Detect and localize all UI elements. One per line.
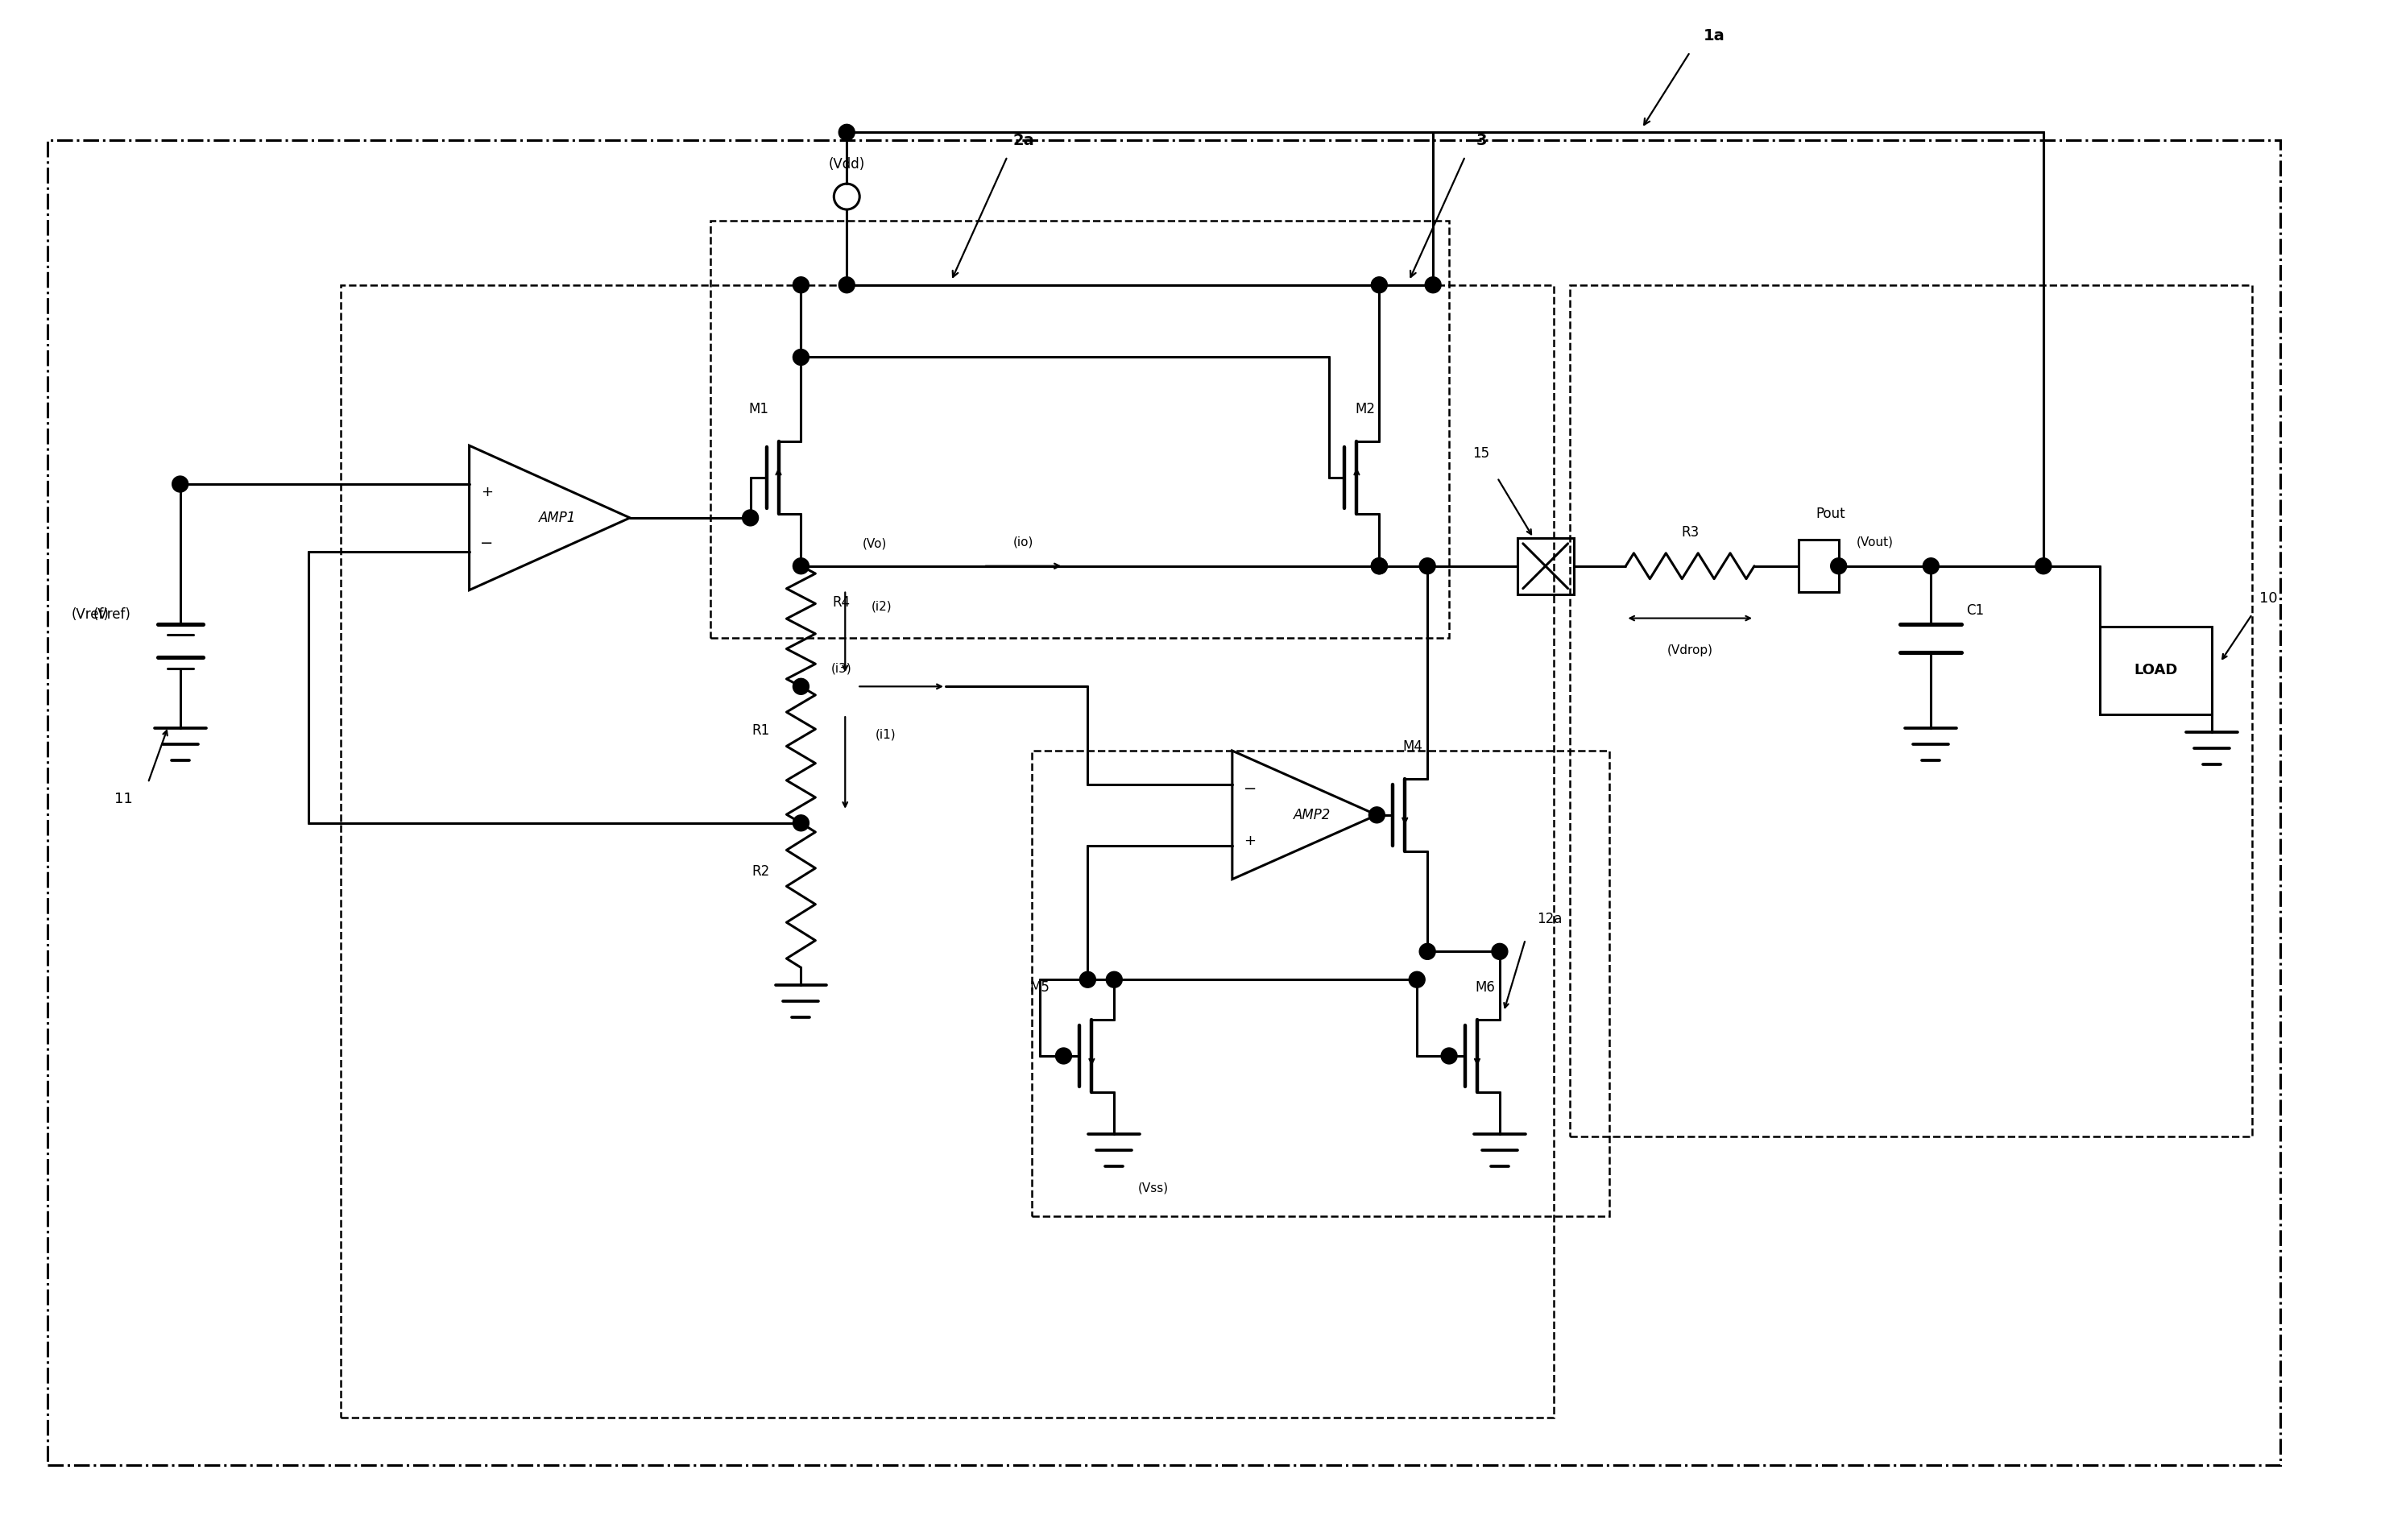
Text: M4: M4	[1402, 739, 1424, 755]
Text: (i3): (i3)	[831, 662, 850, 675]
Bar	[1570, 285, 2253, 1137]
Circle shape	[1424, 277, 1441, 293]
Text: R3: R3	[1682, 525, 1699, 539]
Text: AMP2: AMP2	[1295, 807, 1331, 822]
Circle shape	[793, 557, 810, 574]
Bar	[710, 220, 1450, 638]
Circle shape	[1419, 557, 1436, 574]
Circle shape	[793, 277, 810, 293]
Text: −: −	[1242, 782, 1257, 796]
Circle shape	[793, 679, 810, 695]
Text: R1: R1	[753, 724, 769, 738]
Text: (Vout): (Vout)	[1856, 536, 1892, 548]
Bar	[342, 285, 1553, 1417]
Text: M1: M1	[748, 402, 769, 417]
Circle shape	[1371, 277, 1388, 293]
Circle shape	[793, 350, 810, 365]
Text: R4: R4	[831, 594, 850, 610]
Text: Pout: Pout	[1816, 507, 1844, 521]
Text: R2: R2	[753, 864, 769, 878]
Circle shape	[2035, 557, 2052, 574]
Text: (i1): (i1)	[874, 728, 896, 741]
Text: 1a: 1a	[1703, 28, 1725, 43]
Bar	[48, 140, 2281, 1466]
Circle shape	[1419, 944, 1436, 959]
Text: +: +	[1245, 833, 1257, 849]
Circle shape	[1491, 944, 1507, 959]
Circle shape	[1371, 557, 1388, 574]
Text: 15: 15	[1472, 447, 1491, 460]
Text: LOAD: LOAD	[2133, 664, 2179, 678]
Circle shape	[743, 510, 757, 525]
Circle shape	[1080, 972, 1097, 987]
Text: (Vref): (Vref)	[93, 607, 131, 622]
Text: 3: 3	[1476, 132, 1486, 148]
Circle shape	[1830, 557, 1847, 574]
Text: (Vss): (Vss)	[1137, 1183, 1168, 1195]
Circle shape	[1441, 1047, 1457, 1064]
Bar	[2100, 627, 2212, 715]
Text: M6: M6	[1476, 981, 1496, 995]
Circle shape	[839, 277, 855, 293]
Text: 10: 10	[2260, 591, 2277, 605]
Bar	[1799, 541, 1840, 591]
Text: (Vo): (Vo)	[862, 537, 886, 550]
Bar	[1517, 537, 1574, 594]
Text: M5: M5	[1030, 981, 1049, 995]
Text: (Vref): (Vref)	[72, 607, 110, 622]
Text: (io): (io)	[1013, 536, 1034, 548]
Text: AMP1: AMP1	[540, 511, 576, 525]
Text: (i2): (i2)	[872, 601, 891, 613]
Text: +: +	[480, 485, 492, 499]
Circle shape	[1106, 972, 1123, 987]
Circle shape	[172, 476, 189, 493]
Text: 12a: 12a	[1536, 912, 1562, 927]
Bar	[1032, 750, 1610, 1217]
Text: −: −	[480, 536, 495, 551]
Circle shape	[793, 815, 810, 832]
Circle shape	[839, 125, 855, 140]
Text: (Vdd): (Vdd)	[829, 157, 865, 172]
Circle shape	[1410, 972, 1424, 987]
Circle shape	[1369, 807, 1386, 822]
Text: C1: C1	[1966, 604, 1983, 618]
Text: 2a: 2a	[1013, 132, 1034, 148]
Text: M2: M2	[1355, 402, 1374, 417]
Circle shape	[1923, 557, 1940, 574]
Text: (Vdrop): (Vdrop)	[1668, 644, 1713, 656]
Circle shape	[1371, 557, 1388, 574]
Circle shape	[1056, 1047, 1073, 1064]
Text: 11: 11	[115, 792, 134, 805]
